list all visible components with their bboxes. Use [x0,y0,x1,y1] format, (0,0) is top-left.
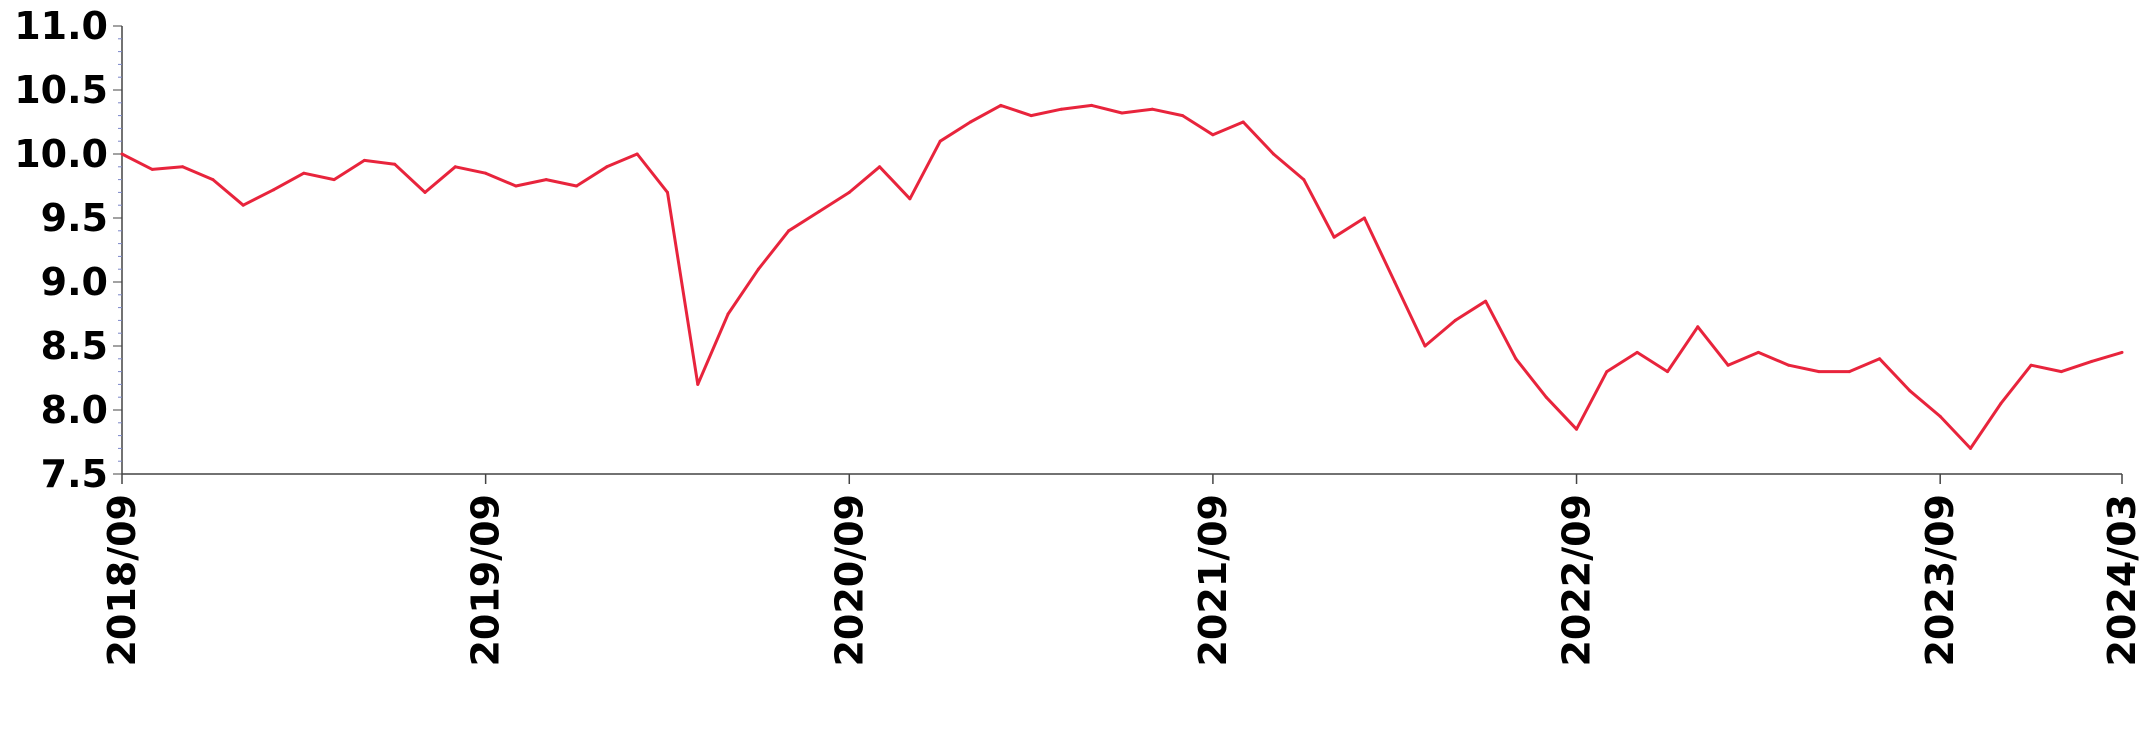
data-point [1817,370,1821,374]
data-point [1938,414,1942,418]
x-tick-label: 2024/03 [2100,494,2144,667]
data-point [211,178,215,182]
data-point [2029,363,2033,367]
data-point [605,165,609,169]
data-point [544,178,548,182]
data-point [514,184,518,188]
data-point [1696,325,1700,329]
series-layer [120,103,2124,450]
data-point [393,162,397,166]
x-tick-label: 2022/09 [1555,494,1599,667]
series-line [121,103,2123,450]
data-point [1150,107,1154,111]
data-point [575,184,579,188]
data-point [1756,350,1760,354]
data-point [1665,370,1669,374]
data-point [2090,359,2094,363]
data-point [484,171,488,175]
data-point [332,178,336,182]
x-tick-label: 2020/09 [827,494,871,667]
data-point [1575,427,1579,431]
data-point [1453,318,1457,322]
data-point [1423,344,1427,348]
y-tick-label: 10.5 [14,68,108,112]
y-tick-label: 8.5 [41,324,108,368]
data-point [1878,357,1882,361]
data-point [1544,395,1548,399]
data-point [241,203,245,207]
data-point [1211,133,1215,137]
data-point [1302,178,1306,182]
data-point [999,103,1003,107]
data-point [1272,152,1276,156]
data-point [1181,114,1185,118]
data-point [1059,107,1063,111]
data-point [453,165,457,169]
data-point [1393,280,1397,284]
data-point [1332,235,1336,239]
data-point [150,167,154,171]
y-tick-label: 9.0 [41,260,108,304]
data-point [1605,370,1609,374]
data-point [968,120,972,124]
data-point [1787,363,1791,367]
data-point [665,190,669,194]
data-point [120,152,124,156]
y-axis: 7.5 8.0 8.5 9.0 9.5 10.0 10.5 11.0 [14,4,123,496]
data-point [938,139,942,143]
y-tick-label: 10.0 [14,132,108,176]
data-point [1968,446,1972,450]
data-point [1847,370,1851,374]
data-point [1999,402,2003,406]
data-point [1484,299,1488,303]
data-point [878,165,882,169]
x-tick-label: 2023/09 [1918,494,1962,667]
x-tick-label: 2018/09 [100,494,144,667]
data-point [1090,103,1094,107]
data-point [756,267,760,271]
data-point [908,197,912,201]
data-point [362,158,366,162]
data-point [726,312,730,316]
data-point [1241,120,1245,124]
y-tick-label: 8.0 [41,388,108,432]
x-axis: 2018/09 2019/09 2020/09 2021/09 2022/09 2023/… [100,473,2144,667]
data-point [2120,350,2124,354]
data-point [635,152,639,156]
x-tick-label: 2021/09 [1191,494,1235,667]
data-point [817,210,821,214]
y-tick-label: 11.0 [14,4,108,48]
data-point [847,190,851,194]
x-tick-label: 2019/09 [464,494,508,667]
y-tick-label: 7.5 [41,452,108,496]
data-point [272,188,276,192]
data-point [1726,363,1730,367]
y-tick-label: 9.5 [41,196,108,240]
data-point [1635,350,1639,354]
data-point [787,229,791,233]
data-point [2059,370,2063,374]
data-point [1908,389,1912,393]
data-point [1120,111,1124,115]
data-point [181,165,185,169]
data-point [1514,357,1518,361]
data-point [1029,114,1033,118]
data-point [696,382,700,386]
data-point [302,171,306,175]
data-point [1362,216,1366,220]
data-point [423,190,427,194]
